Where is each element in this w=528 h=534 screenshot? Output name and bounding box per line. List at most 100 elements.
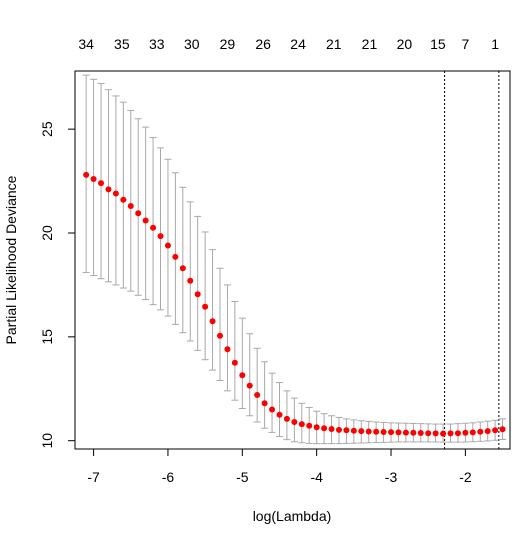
top-axis-label: 34 bbox=[78, 36, 94, 52]
data-point bbox=[179, 265, 186, 272]
data-point bbox=[410, 429, 417, 436]
error-bar bbox=[142, 126, 150, 300]
x-tick-label: -5 bbox=[236, 469, 249, 485]
top-axis-label: 21 bbox=[362, 36, 378, 52]
y-tick-label: 15 bbox=[39, 329, 55, 345]
y-axis-label: Partial Likelihood Deviance bbox=[3, 175, 19, 344]
data-point bbox=[231, 359, 238, 366]
data-point bbox=[469, 429, 476, 436]
data-point bbox=[492, 427, 499, 434]
top-axis-label: 26 bbox=[255, 36, 271, 52]
data-point bbox=[269, 406, 276, 413]
y-tick-label: 10 bbox=[39, 433, 55, 449]
x-tick-label: -2 bbox=[459, 469, 472, 485]
data-point bbox=[417, 430, 424, 437]
x-tick-label: -7 bbox=[87, 469, 100, 485]
data-point bbox=[105, 186, 112, 193]
error-bar bbox=[164, 158, 172, 317]
y-tick-label: 25 bbox=[39, 121, 55, 137]
data-point bbox=[194, 291, 201, 298]
data-point bbox=[254, 392, 261, 398]
error-bar bbox=[238, 317, 246, 409]
x-tick-label: -3 bbox=[385, 469, 398, 485]
reference-lines bbox=[444, 71, 500, 449]
error-bar bbox=[194, 215, 202, 351]
data-point bbox=[157, 233, 164, 240]
data-point bbox=[321, 425, 328, 432]
error-bars bbox=[82, 74, 507, 445]
data-point bbox=[135, 210, 142, 217]
y-axis: 10 15 20 25 bbox=[39, 121, 75, 448]
data-point bbox=[298, 421, 305, 428]
error-bar bbox=[275, 382, 283, 438]
data-point bbox=[343, 427, 350, 434]
data-point bbox=[447, 430, 454, 437]
error-bar bbox=[119, 101, 127, 289]
error-bar bbox=[186, 201, 194, 342]
data-point bbox=[164, 242, 171, 249]
data-point bbox=[83, 171, 90, 178]
error-bar bbox=[171, 172, 179, 325]
data-point bbox=[120, 196, 127, 203]
data-point bbox=[246, 382, 253, 389]
data-point bbox=[462, 429, 469, 436]
y-tick-label: 20 bbox=[39, 225, 55, 241]
top-axis-label: 30 bbox=[184, 36, 200, 52]
error-bar bbox=[112, 95, 120, 286]
error-bar bbox=[283, 390, 291, 441]
data-point bbox=[261, 400, 268, 407]
data-point bbox=[484, 428, 491, 435]
error-bar bbox=[179, 186, 187, 334]
data-point bbox=[395, 429, 402, 436]
error-bar bbox=[149, 136, 157, 306]
data-point bbox=[425, 430, 432, 437]
data-point bbox=[217, 332, 223, 339]
data-point bbox=[306, 422, 313, 429]
data-point bbox=[388, 429, 395, 436]
top-axis-label: 33 bbox=[149, 36, 165, 52]
top-axis-label: 29 bbox=[220, 36, 236, 52]
data-point bbox=[328, 426, 335, 433]
error-bar bbox=[201, 231, 209, 361]
top-axis-label: 7 bbox=[461, 36, 469, 52]
data-point bbox=[365, 428, 372, 435]
error-bar bbox=[216, 267, 224, 381]
data-point bbox=[187, 277, 194, 284]
top-axis-label: 21 bbox=[326, 36, 342, 52]
data-point bbox=[477, 428, 484, 435]
data-point bbox=[276, 411, 283, 418]
error-bar bbox=[127, 109, 135, 292]
top-axis-label: 20 bbox=[397, 36, 413, 52]
error-bar bbox=[209, 249, 217, 371]
data-point bbox=[150, 224, 157, 231]
data-point bbox=[90, 176, 97, 182]
error-bar bbox=[268, 372, 276, 433]
data-point bbox=[127, 203, 134, 209]
plot-frame bbox=[74, 70, 511, 450]
top-axis: 34 35 33 30 29 26 24 21 21 20 15 7 1 bbox=[78, 36, 499, 52]
error-bar bbox=[253, 347, 261, 423]
data-point bbox=[350, 427, 357, 434]
top-axis-label: 15 bbox=[430, 36, 446, 52]
data-point bbox=[358, 428, 365, 435]
data-point bbox=[402, 429, 409, 436]
top-axis-label: 35 bbox=[114, 36, 130, 52]
data-point bbox=[335, 426, 342, 433]
error-bar bbox=[246, 333, 254, 417]
data-point bbox=[112, 190, 119, 197]
data-point bbox=[239, 372, 246, 379]
data-point bbox=[313, 424, 320, 431]
data-point bbox=[440, 430, 447, 437]
data-point bbox=[283, 415, 290, 422]
error-bar bbox=[223, 284, 231, 392]
data-point bbox=[454, 430, 461, 437]
data-points bbox=[83, 171, 506, 437]
error-bar bbox=[261, 361, 269, 429]
data-point bbox=[209, 318, 216, 325]
x-axis-label: log(Lambda) bbox=[253, 508, 332, 524]
data-point bbox=[499, 426, 506, 433]
x-tick-label: -6 bbox=[162, 469, 175, 485]
data-point bbox=[380, 428, 387, 435]
data-point bbox=[202, 303, 209, 310]
